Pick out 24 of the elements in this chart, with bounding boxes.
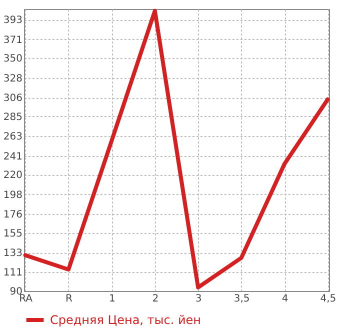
x-tick-label: 1 [109, 294, 116, 304]
x-tick-label: 4 [282, 294, 288, 304]
y-tick-label: 241 [3, 151, 22, 162]
x-tick-label: 3 [195, 294, 202, 304]
y-tick-label: 263 [3, 132, 22, 143]
line-series [23, 8, 330, 290]
y-tick-label: 371 [3, 34, 22, 46]
x-tick-label: 4,5 [320, 294, 336, 304]
y-tick-label: 393 [3, 15, 22, 26]
y-tick-label: 350 [3, 54, 22, 65]
y-tick-label: 155 [3, 228, 22, 240]
y-tick-label: 306 [3, 93, 22, 104]
y-tick-label: 328 [3, 73, 22, 84]
legend-label: Средняя Цена, тыс. йен [50, 313, 202, 327]
x-tick-label: R [66, 294, 73, 304]
x-tick-label: 3,5 [234, 294, 250, 304]
x-tick-label: 2 [152, 294, 159, 304]
y-tick-label: 220 [3, 170, 22, 182]
x-tick-label: RA [19, 294, 33, 304]
y-tick-label: 133 [3, 248, 22, 260]
y-tick-label: 176 [3, 210, 22, 221]
y-tick-label: 285 [3, 112, 22, 123]
y-tick-label: 198 [3, 190, 22, 201]
y-tick-label: 111 [3, 268, 22, 279]
